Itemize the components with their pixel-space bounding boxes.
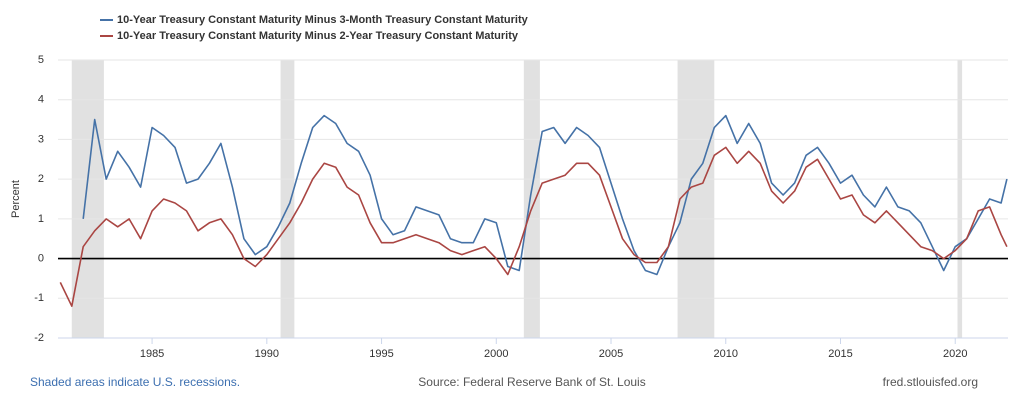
recession-band <box>677 60 715 338</box>
y-tick-label: -1 <box>34 292 44 304</box>
x-tick-label: 2010 <box>714 348 738 360</box>
legend-label: 10-Year Treasury Constant Maturity Minus… <box>117 14 529 26</box>
x-tick-label: 1995 <box>369 348 393 360</box>
x-tick-label: 1990 <box>255 348 279 360</box>
y-tick-label: 1 <box>38 213 44 225</box>
y-axis-label: Percent <box>10 180 22 218</box>
series-line <box>59 146 1008 307</box>
x-tick-label: 2020 <box>943 348 967 360</box>
x-tick-label: 2015 <box>828 348 852 360</box>
y-tick-label: 4 <box>38 94 44 106</box>
y-tick-label: 5 <box>38 54 44 66</box>
source: Source: Federal Reserve Bank of St. Loui… <box>418 375 645 389</box>
y-tick-label: -2 <box>34 332 44 344</box>
x-tick-label: 1985 <box>140 348 164 360</box>
y-tick-label: 2 <box>38 173 44 185</box>
recession-band <box>71 60 104 338</box>
recession-band <box>523 60 540 338</box>
legend-label: 10-Year Treasury Constant Maturity Minus… <box>117 30 519 42</box>
site: fred.stlouisfed.org <box>883 375 978 389</box>
y-tick-label: 0 <box>38 252 44 264</box>
recession-band <box>957 60 963 338</box>
y-tick-label: 3 <box>38 133 44 145</box>
series-line <box>82 114 1008 276</box>
x-tick-label: 2005 <box>599 348 623 360</box>
recession-note: Shaded areas indicate U.S. recessions. <box>30 375 240 389</box>
x-tick-label: 2000 <box>484 348 508 360</box>
recession-band <box>280 60 295 338</box>
